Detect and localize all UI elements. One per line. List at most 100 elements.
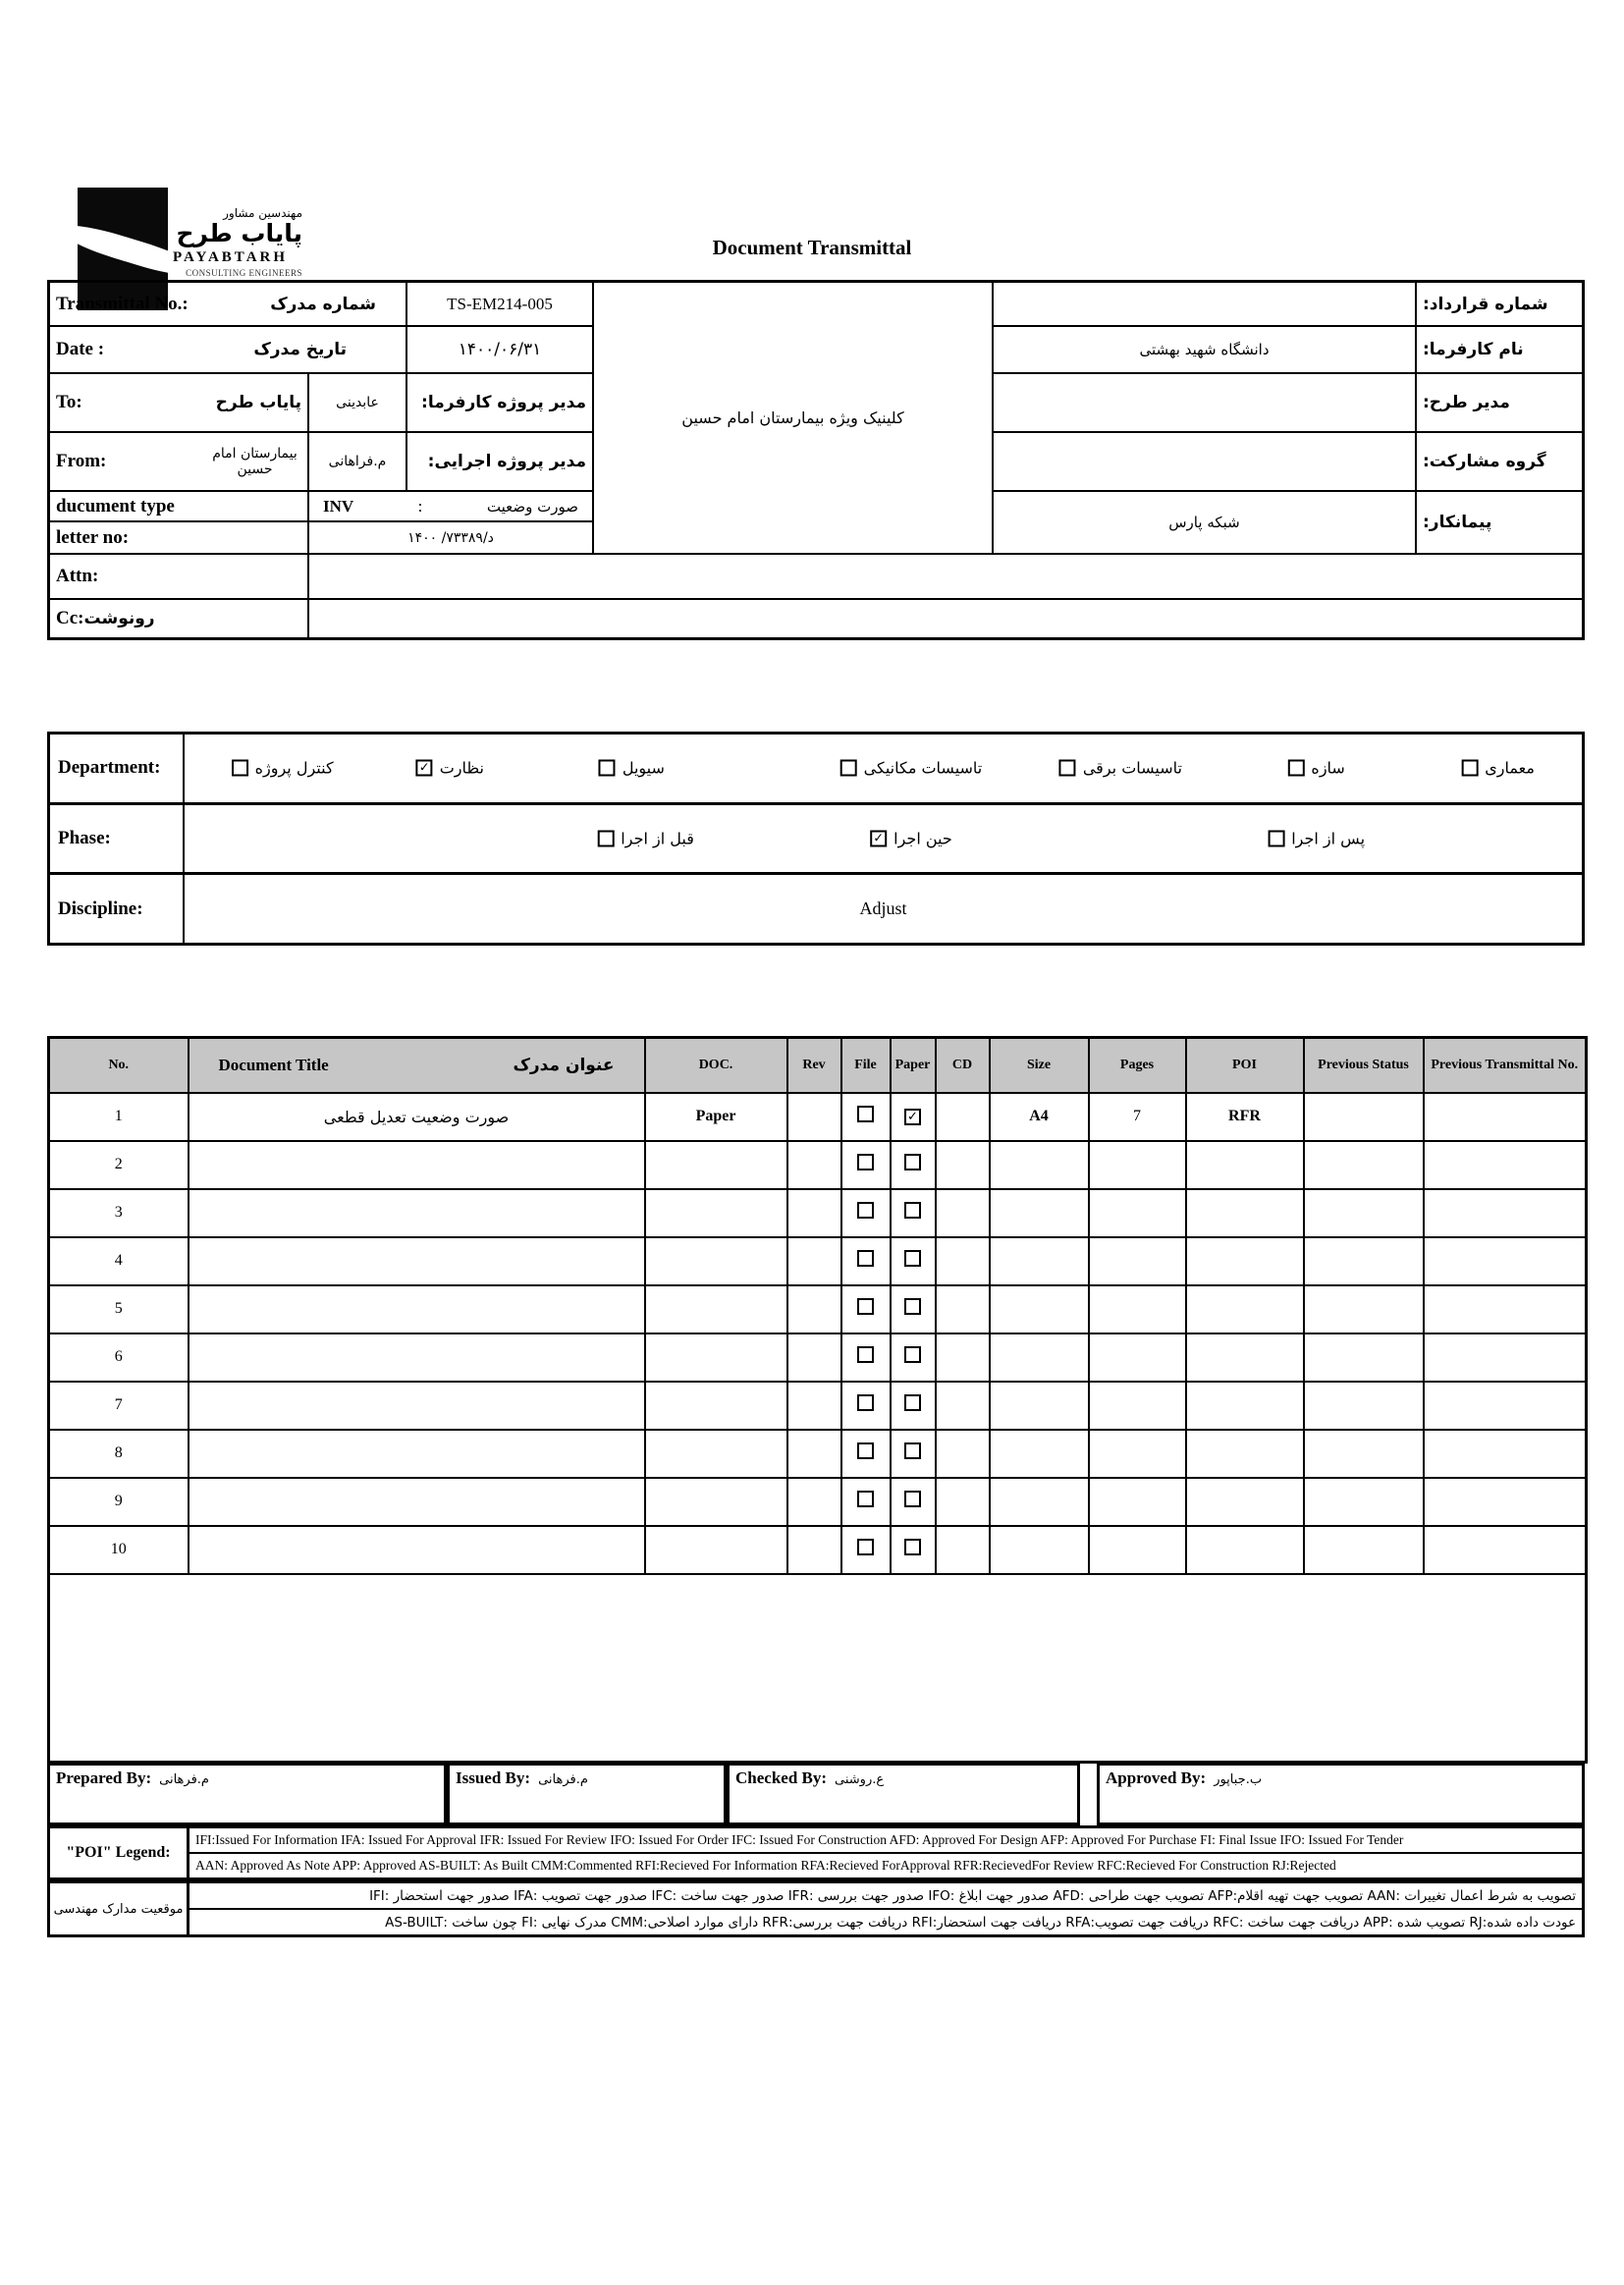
row-partnership-group: گروه مشارکت:	[994, 433, 1582, 492]
col-header-pages: Pages	[1087, 1036, 1187, 1094]
col-header-doc: DOC.	[643, 1036, 788, 1094]
poi-legend-table: "POI" Legend: IFI:Issued For Information…	[47, 1825, 1585, 1880]
paper-checkbox[interactable]	[904, 1442, 921, 1459]
date-label-en: Date :	[56, 339, 105, 359]
electrical-checkbox[interactable]	[1058, 759, 1076, 777]
col-header-paper: Paper	[889, 1036, 937, 1094]
file-checkbox[interactable]	[857, 1491, 874, 1507]
row-design-manager: مدیر طرح:	[994, 374, 1582, 433]
dept-item-project-control: کنترل پروژه	[231, 759, 334, 778]
department-row: Department: کنترل پروژه ✓ نظارت سیویل تا…	[50, 734, 1582, 805]
partnership-group-label: گروه مشارکت:	[1423, 452, 1546, 471]
logo-en-name: PAYABTARH	[173, 248, 289, 265]
document-type-label: ducument type	[56, 495, 175, 517]
table-header-row: No. Document Title عنوان مدرک DOC. Rev F…	[47, 1036, 1588, 1094]
civil-checkbox[interactable]	[598, 759, 616, 777]
file-checkbox[interactable]	[857, 1154, 874, 1170]
to-person: عابدینی	[336, 395, 379, 410]
table-row: 7	[47, 1380, 1588, 1431]
approved-by-name: ب.جباپور	[1214, 1772, 1263, 1787]
issued-by-label: Issued By:	[456, 1768, 531, 1787]
structure-checkbox[interactable]	[1287, 759, 1305, 777]
from-value: بیمارستان امام حسین	[212, 446, 298, 477]
paper-checkbox[interactable]	[904, 1491, 921, 1507]
row-letter-no: letter no: ۱۴۰۰ /د/۷۳۳۸۹	[50, 522, 592, 553]
date-label-fa: تاریخ مدرک	[253, 340, 347, 359]
approved-by-label: Approved By:	[1106, 1768, 1207, 1787]
file-checkbox[interactable]	[857, 1298, 874, 1315]
row-from: From: بیمارستان امام حسین م.فراهانی مدیر…	[50, 433, 592, 492]
doc-title-cell: صورت وضعیت تعدیل قطعی	[187, 1091, 646, 1142]
architecture-checkbox[interactable]	[1461, 759, 1479, 777]
file-checkbox[interactable]	[857, 1202, 874, 1219]
client-pm-label: مدیر پروژه کارفرما:	[421, 393, 586, 412]
logo-fa-name: پایاب طرح	[176, 219, 303, 247]
transmittal-info-table: Transmittal No.: شماره مدرک TS-EM214-005…	[47, 280, 1585, 640]
file-checkbox[interactable]	[857, 1346, 874, 1363]
row-contractor: شبکه پارس پیمانکار:	[994, 492, 1582, 553]
paper-checkbox[interactable]	[904, 1394, 921, 1411]
checked-by-name: ع.روشنی	[835, 1772, 885, 1787]
from-label: From:	[56, 451, 107, 471]
row-transmittal-no: Transmittal No.: شماره مدرک TS-EM214-005	[50, 283, 592, 327]
approved-by-box: Approved By: ب.جباپور	[1097, 1763, 1585, 1825]
col-header-prev-transmittal: Previous Transmittal No.	[1422, 1036, 1588, 1094]
issued-by-name: م.فرهانی	[538, 1772, 588, 1787]
document-type-code: INV	[323, 496, 354, 516]
project-control-checkbox[interactable]	[231, 759, 248, 777]
row-to: To: پایاب طرح عابدینی مدیر پروژه کارفرما…	[50, 374, 592, 433]
paper-checkbox[interactable]	[904, 1346, 921, 1363]
table-row: 5	[47, 1283, 1588, 1334]
signatures-row: Prepared By: م.فرهانی Issued By: م.فرهان…	[47, 1763, 1585, 1825]
transmittal-no-label-fa: شماره مدرک	[270, 294, 376, 314]
to-label: To:	[56, 392, 82, 412]
dept-item-structure: سازه	[1287, 759, 1345, 778]
cc-label-fa: رونوشت	[83, 609, 155, 628]
page-title: Document Transmittal	[712, 236, 912, 259]
paper-checkbox[interactable]	[904, 1539, 921, 1555]
col-header-prev-status: Previous Status	[1302, 1036, 1425, 1094]
during-execution-checkbox[interactable]: ✓	[870, 830, 888, 847]
contract-no-label: شماره قرارداد:	[1423, 294, 1548, 314]
file-checkbox[interactable]	[857, 1442, 874, 1459]
letter-no-label: letter no:	[56, 526, 130, 548]
contractor-label: پیمانکار:	[1423, 513, 1492, 532]
document-type-fa: صورت وضعیت	[486, 497, 578, 516]
col-header-no: No.	[47, 1036, 189, 1094]
executive-pm-label: مدیر پروژه اجرایی:	[427, 452, 586, 471]
discipline-value: Adjust	[859, 898, 907, 919]
phase-item-during-execution: ✓ حین اجرا	[870, 830, 952, 848]
row-document-type: ducument type INV : صورت وضعیت	[50, 492, 592, 522]
engineering-status-line-2: عودت داده شده:RJ تصویب شده :APP دریافت ج…	[385, 1914, 1576, 1931]
mechanical-checkbox[interactable]	[839, 759, 857, 777]
documents-table: No. Document Title عنوان مدرک DOC. Rev F…	[47, 1036, 1588, 1764]
after-execution-checkbox[interactable]	[1268, 830, 1285, 847]
issued-by-box: Issued By: م.فرهانی	[447, 1763, 727, 1825]
row-contract-no: شماره قرارداد:	[994, 283, 1582, 327]
col-header-size: Size	[988, 1036, 1090, 1094]
file-checkbox[interactable]	[857, 1250, 874, 1267]
table-row: 8	[47, 1428, 1588, 1479]
prepared-by-label: Prepared By:	[56, 1768, 152, 1787]
col-header-cd: CD	[934, 1036, 991, 1094]
paper-checkbox[interactable]: ✓	[904, 1109, 921, 1125]
paper-checkbox[interactable]	[904, 1202, 921, 1219]
phase-item-before-execution: قبل از اجرا	[597, 830, 694, 848]
payabtarh-logo	[78, 188, 168, 310]
file-checkbox[interactable]	[857, 1539, 874, 1555]
row-client-name: دانشگاه شهید بهشتی نام کارفرما:	[994, 327, 1582, 374]
paper-checkbox[interactable]	[904, 1298, 921, 1315]
row-attn: Attn:	[50, 553, 1582, 598]
file-checkbox[interactable]	[857, 1106, 874, 1122]
file-checkbox[interactable]	[857, 1394, 874, 1411]
date-value: ۱۴۰۰/۰۶/۳۱	[458, 340, 542, 359]
paper-checkbox[interactable]	[904, 1154, 921, 1170]
before-execution-checkbox[interactable]	[597, 830, 615, 847]
poi-legend-label: "POI" Legend:	[50, 1828, 189, 1877]
client-name-label: نام کارفرما:	[1423, 340, 1524, 359]
transmittal-no-label-en: Transmittal No.:	[56, 293, 189, 314]
supervision-checkbox[interactable]: ✓	[415, 759, 433, 777]
client-name-value: دانشگاه شهید بهشتی	[1139, 341, 1270, 358]
paper-checkbox[interactable]	[904, 1250, 921, 1267]
col-header-poi: POI	[1184, 1036, 1305, 1094]
